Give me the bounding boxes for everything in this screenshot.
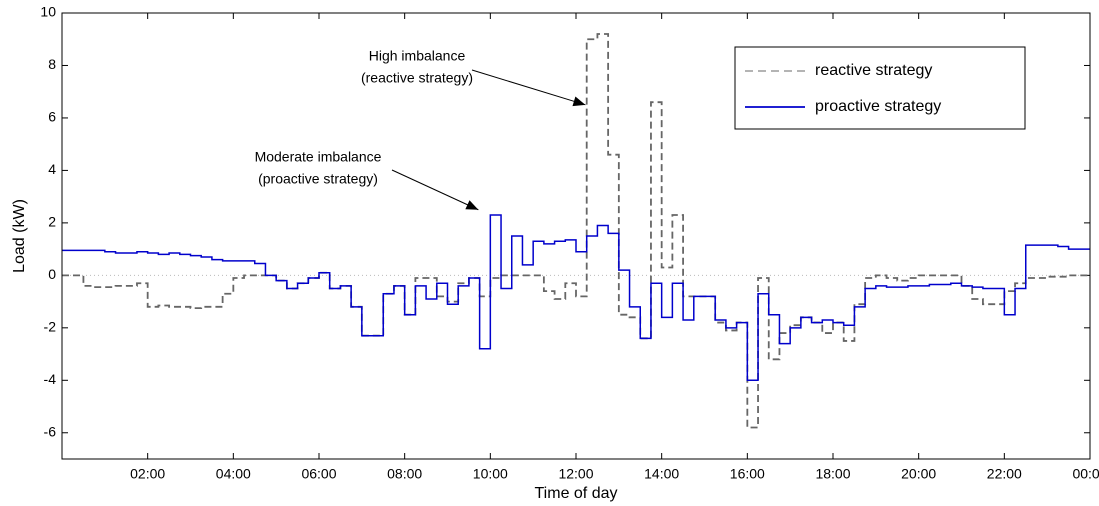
- annotation-text: (proactive strategy): [258, 171, 378, 187]
- x-tick-label: 04:00: [216, 466, 251, 482]
- plot-frame: [61, 12, 1091, 460]
- x-tick-label: 02:00: [130, 466, 165, 482]
- x-tick-label: 18:00: [815, 466, 850, 482]
- legend-label: proactive strategy: [815, 98, 941, 115]
- y-axis-label: Load (kW): [11, 199, 28, 273]
- x-axis-label: Time of day: [535, 485, 618, 502]
- series-line: [62, 214, 1090, 382]
- annotation-arrow: [471, 69, 586, 106]
- legend-box: [734, 46, 1026, 130]
- annotation-text: (reactive strategy): [361, 70, 473, 86]
- x-tick-label: 14:00: [644, 466, 679, 482]
- y-tick-label: -6: [44, 423, 57, 439]
- arrow-head: [465, 200, 479, 210]
- series-line: [62, 33, 1090, 429]
- y-tick-label: 8: [48, 56, 56, 72]
- x-tick-label: 08:00: [387, 466, 422, 482]
- x-tick-label: 20:00: [901, 466, 936, 482]
- y-tick-label: 4: [48, 161, 56, 177]
- y-tick-label: 6: [48, 109, 56, 125]
- annotation-arrow: [391, 169, 479, 211]
- annotation-text: Moderate imbalance: [255, 149, 382, 165]
- arrow-head: [572, 96, 586, 107]
- y-tick-label: 0: [48, 266, 56, 282]
- x-tick-label: 00:00: [1072, 466, 1099, 482]
- annotation-text: High imbalance: [369, 48, 466, 64]
- legend-label: reactive strategy: [815, 62, 932, 79]
- y-tick-label: 2: [48, 214, 56, 230]
- y-tick-label: 10: [40, 4, 56, 20]
- x-tick-label: 06:00: [301, 466, 336, 482]
- y-tick-label: -4: [44, 371, 57, 387]
- y-tick-label: -2: [44, 319, 57, 335]
- x-tick-label: 22:00: [987, 466, 1022, 482]
- x-tick-label: 10:00: [473, 466, 508, 482]
- x-tick-label: 12:00: [558, 466, 593, 482]
- x-tick-label: 16:00: [730, 466, 765, 482]
